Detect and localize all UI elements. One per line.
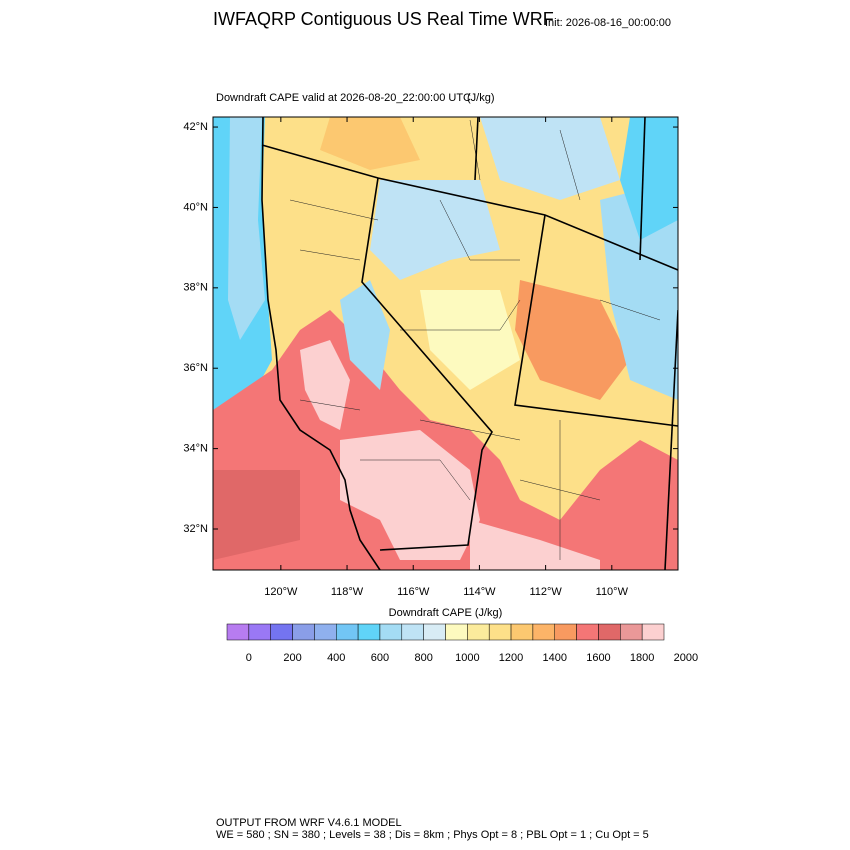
colorbar-box [488, 623, 512, 641]
map-field [213, 117, 678, 570]
colorbar-tick-label: 2000 [674, 652, 698, 664]
colorbar-box [336, 623, 359, 641]
y-tick-label: 38°N [183, 282, 208, 294]
colorbar-box [379, 623, 403, 641]
subtitle: Downdraft CAPE valid at 2026-08-20_22:00… [216, 92, 471, 104]
colorbar-box [510, 623, 534, 641]
units: (J/kg) [467, 92, 495, 104]
colorbar-box [292, 623, 315, 641]
colorbar-box [423, 623, 446, 641]
map-frame [212, 116, 679, 571]
colorbar-box [445, 623, 468, 641]
colorbar-box [532, 623, 556, 641]
colorbar-tick-label: 1000 [455, 652, 479, 664]
colorbar-box [248, 623, 271, 641]
footer-line: WE = 580 ; SN = 380 ; Levels = 38 ; Dis … [216, 829, 649, 841]
x-tick-label: 110°W [596, 586, 629, 598]
footer-line: OUTPUT FROM WRF V4.6.1 MODEL [216, 817, 402, 829]
colorbar-box [598, 623, 621, 641]
colorbar-tick-label: 1200 [499, 652, 523, 664]
colorbar-box [314, 623, 337, 641]
y-tick-label: 40°N [183, 201, 208, 213]
x-tick-label: 116°W [397, 586, 430, 598]
colorbar-box [467, 623, 490, 641]
x-tick-label: 120°W [264, 586, 298, 598]
y-tick-label: 34°N [183, 443, 208, 455]
colorbar-tick-label: 1600 [586, 652, 610, 664]
colorbar-box [270, 623, 293, 641]
colorbar-box [226, 623, 250, 641]
colorbar-tick-label: 600 [371, 652, 389, 664]
x-tick-label: 114°W [463, 586, 496, 598]
colorbar-box [554, 623, 577, 641]
colorbar-box [357, 623, 381, 641]
init-time: Init: 2026-08-16_00:00:00 [545, 17, 671, 29]
colorbar-tick-label: 1400 [543, 652, 567, 664]
colorbar-box [576, 623, 599, 641]
colorbar-tick-label: 400 [327, 652, 345, 664]
colorbar-box [641, 623, 665, 641]
x-tick-label: 118°W [331, 586, 364, 598]
y-tick-label: 42°N [183, 121, 208, 133]
title: IWFAQRP Contiguous US Real Time WRF [213, 9, 554, 29]
colorbar-tick-label: 200 [283, 652, 301, 664]
colorbar-tick-label: 1800 [630, 652, 654, 664]
y-tick-label: 32°N [183, 523, 208, 535]
colorbar-box [401, 623, 424, 641]
boundaries [261, 117, 678, 570]
x-tick-label: 112°W [529, 586, 562, 598]
y-tick-label: 36°N [183, 362, 208, 374]
colorbar-tick-label: 0 [246, 652, 252, 664]
colorbar-title: Downdraft CAPE (J/kg) [389, 607, 503, 619]
colorbar-box [620, 623, 643, 641]
colorbar-tick-label: 800 [414, 652, 432, 664]
